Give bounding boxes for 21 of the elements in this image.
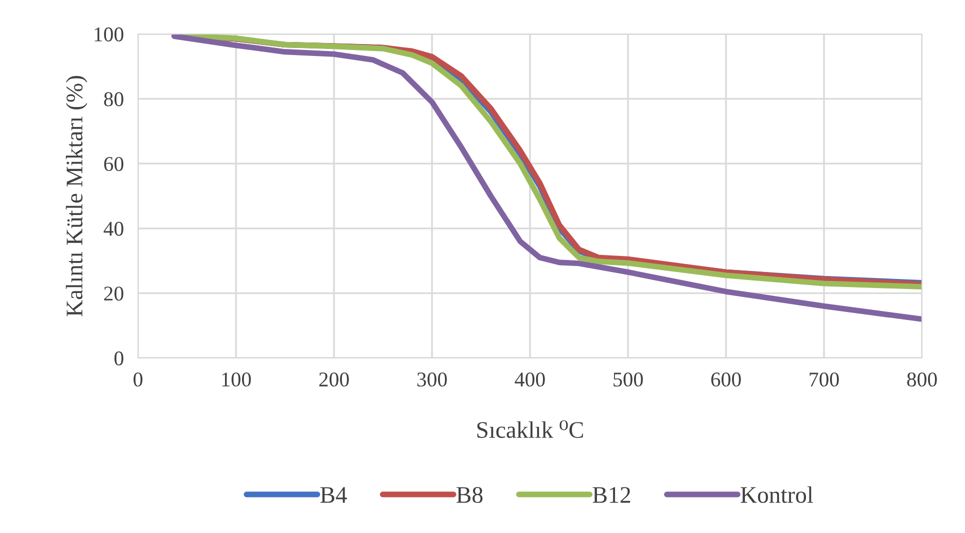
x-tick-label: 700	[810, 372, 839, 387]
x-tick-label: 100	[222, 372, 251, 387]
x-tick-label: 500	[614, 372, 643, 387]
y-tick-label: 40	[104, 222, 124, 236]
legend-label: B8	[456, 486, 483, 503]
legend-label: B4	[320, 487, 347, 503]
legend-label: B12	[592, 487, 630, 503]
y-axis-title: Kalıntı Kütle Miktarı (%)	[66, 76, 88, 316]
x-tick-label: 200	[319, 372, 349, 387]
y-tick-label: 100	[94, 27, 124, 42]
y-tick-label: 20	[104, 286, 124, 301]
y-tick-label: 0	[114, 351, 124, 366]
x-tick-label: 800	[907, 372, 937, 387]
x-tick-label: 300	[417, 372, 447, 387]
y-tick-label: 60	[104, 156, 124, 172]
y-tick-label: 80	[104, 92, 124, 106]
x-tick-label: 600	[711, 372, 741, 387]
legend-label: Kontrol	[740, 486, 813, 503]
x-axis-title: Sıcaklık ⁰C	[477, 420, 583, 438]
x-tick-label: 400	[514, 372, 545, 387]
x-tick-label: 0	[134, 372, 142, 387]
